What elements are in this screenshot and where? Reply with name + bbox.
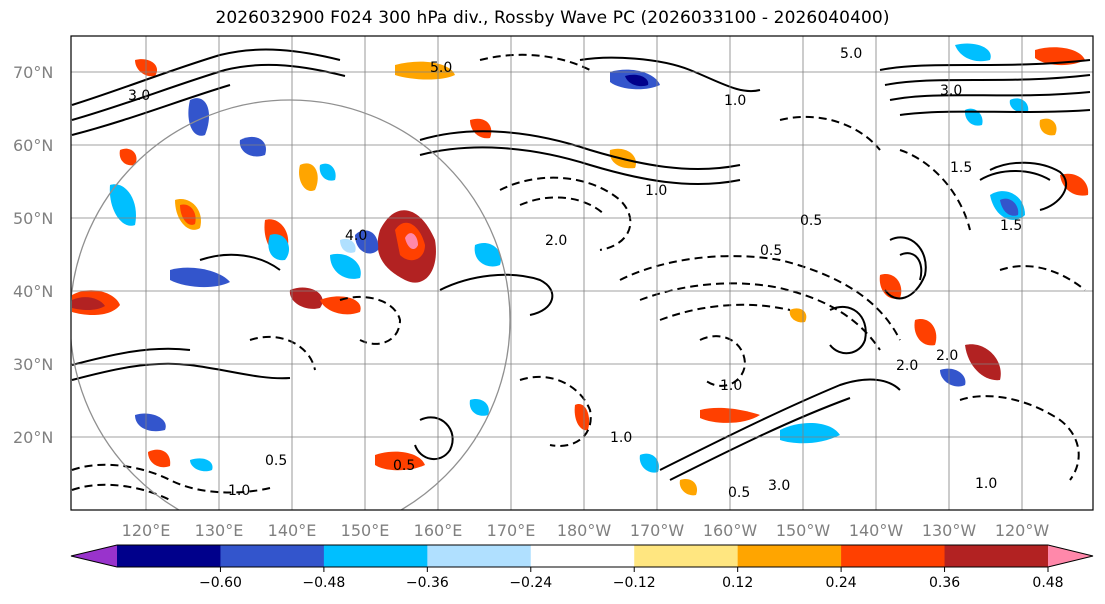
contour-label: 1.0 [228, 483, 250, 499]
contour-label: 0.5 [265, 453, 287, 469]
contour-label: 2.0 [936, 348, 958, 364]
contour-label: 2.0 [545, 233, 567, 249]
colorbar-tick-label: −0.12 [613, 575, 656, 591]
colorbar-ticks: −0.60 −0.48 −0.36 −0.24 −0.12 0.12 0.24 0.36 0.4… [199, 567, 1064, 591]
contour-labels: 3.0 5.0 1.5 2.0 1.0 0.5 4.0 3.0 1.0 0.5 … [128, 46, 1022, 501]
lat-label: 70°N [13, 63, 53, 82]
lat-label: 20°N [13, 428, 53, 447]
lat-label: 40°N [13, 282, 53, 301]
colorbar-segment [427, 545, 532, 567]
colorbar-segment [944, 545, 1049, 567]
colorbar-segment [220, 545, 325, 567]
contour-label: 0.5 [728, 485, 750, 501]
colorbar: −0.60 −0.48 −0.36 −0.24 −0.12 0.12 0.24 0.36 0.4… [70, 544, 1094, 591]
lon-label: 160°W [703, 521, 758, 540]
lon-label: 140°W [849, 521, 904, 540]
contour-label: 1.0 [610, 430, 632, 446]
colorbar-segments [70, 544, 1094, 568]
colorbar-tick-label: 0.24 [826, 575, 857, 591]
lon-label: 140°E [268, 521, 317, 540]
contour-label: 3.0 [128, 88, 150, 104]
colorbar-tick-label: −0.24 [509, 575, 552, 591]
map-title: 2026032900 F024 300 hPa div., Rossby Wav… [215, 8, 890, 28]
colorbar-tick-label: 0.12 [722, 575, 753, 591]
lon-label: 180°W [557, 521, 612, 540]
lat-label: 60°N [13, 136, 53, 155]
lon-label: 130°W [922, 521, 977, 540]
contour-label: 1.5 [1000, 218, 1022, 234]
colorbar-tick-label: −0.48 [302, 575, 345, 591]
lon-label: 150°W [776, 521, 831, 540]
lon-label: 120°W [995, 521, 1050, 540]
lon-label: 160°E [414, 521, 463, 540]
colorbar-tick-label: 0.48 [1032, 575, 1063, 591]
lon-label: 170°E [487, 521, 536, 540]
colorbar-segment [530, 545, 635, 567]
lat-label: 30°N [13, 355, 53, 374]
contour-label: 0.5 [760, 243, 782, 259]
lon-label: 150°E [341, 521, 390, 540]
colorbar-tick-label: 0.36 [929, 575, 960, 591]
colorbar-segment [323, 545, 428, 567]
contour-label: 1.0 [975, 476, 997, 492]
map-area[interactable] [71, 36, 1093, 510]
lat-label: 50°N [13, 209, 53, 228]
colorbar-segment [117, 545, 221, 567]
contour-label: 0.5 [393, 458, 415, 474]
lon-label: 130°E [195, 521, 244, 540]
lon-label: 120°E [122, 521, 171, 540]
contour-label: 2.0 [896, 358, 918, 374]
colorbar-segment [737, 545, 842, 567]
latitude-labels: 70°N 60°N 50°N 40°N 30°N 20°N [13, 63, 53, 447]
negative-contours [71, 53, 1086, 501]
contour-label: 5.0 [430, 60, 452, 76]
colorbar-tick-label: −0.36 [406, 575, 449, 591]
contour-label: 4.0 [345, 228, 367, 244]
graticule [71, 36, 1093, 510]
contour-label: 3.0 [940, 83, 962, 99]
colorbar-segment [634, 545, 739, 567]
focus-circle [71, 99, 511, 510]
map-frame [70, 35, 1094, 511]
contour-label: 0.5 [800, 213, 822, 229]
colorbar-outline [70, 544, 1094, 568]
colorbar-segment [841, 545, 946, 567]
contour-label: 3.0 [768, 478, 790, 494]
longitude-labels: 120°E 130°E 140°E 150°E 160°E 170°E 180°… [122, 521, 1050, 540]
lon-label: 170°W [630, 521, 685, 540]
contour-label: 1.0 [724, 93, 746, 109]
contour-label: 1.0 [720, 378, 742, 394]
contour-label: 1.0 [645, 183, 667, 199]
colorbar-extend-high [1048, 545, 1093, 567]
divergence-shading [72, 43, 1089, 496]
contour-label: 5.0 [840, 46, 862, 62]
colorbar-tick-label: −0.60 [199, 575, 242, 591]
contour-label: 1.5 [950, 160, 972, 176]
rossby-wave-contours [71, 48, 1091, 481]
colorbar-extend-low [71, 545, 117, 567]
